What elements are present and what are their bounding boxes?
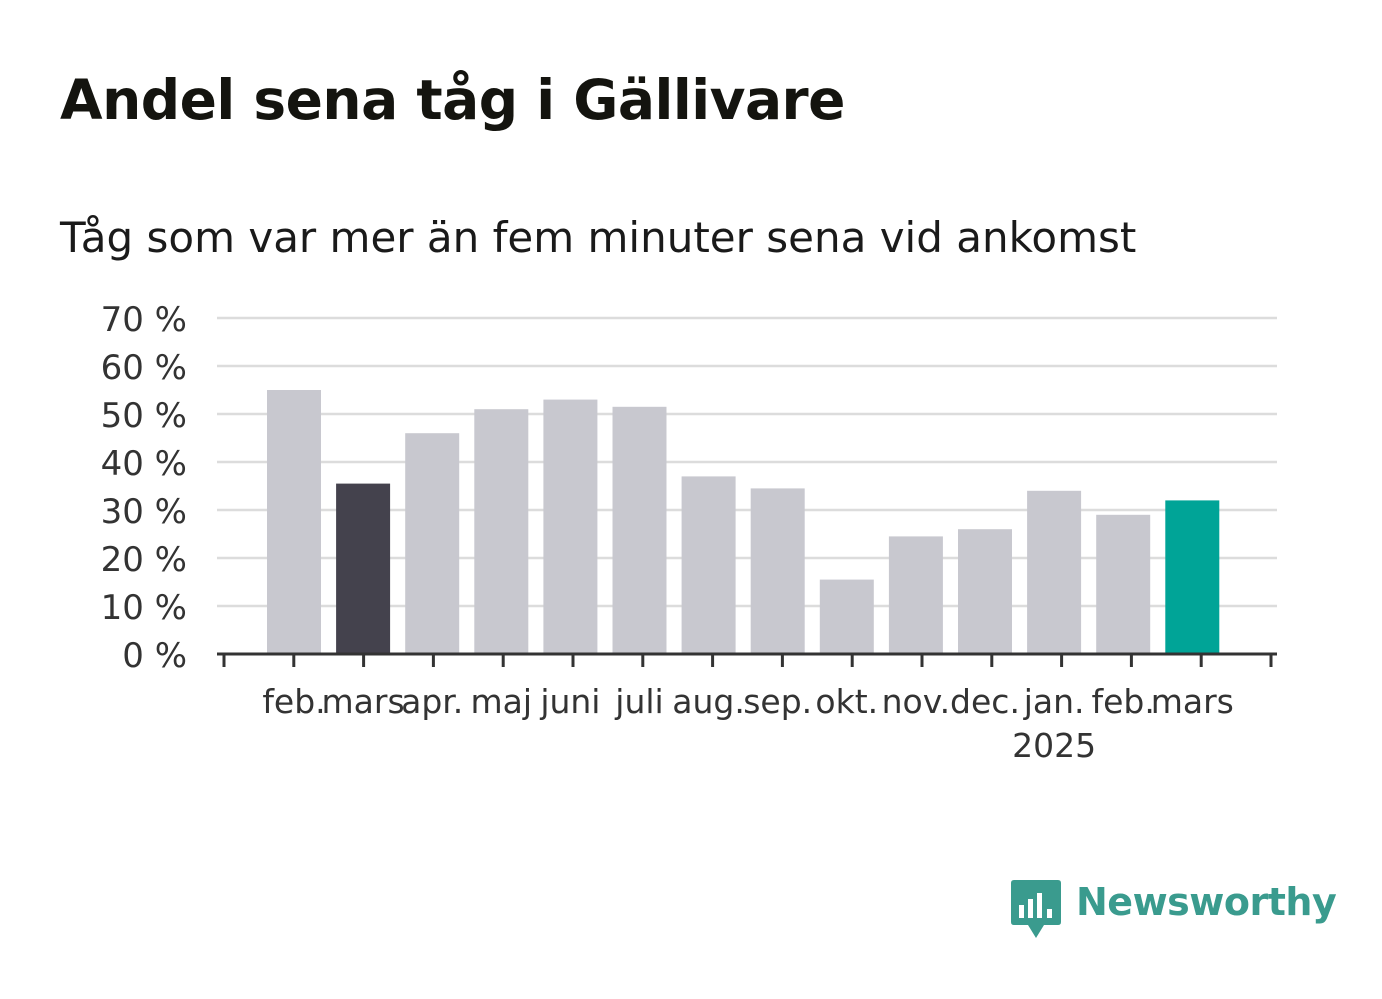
x-tick-label: feb. [1092,682,1155,721]
bar-2 [405,433,460,654]
bar-6 [681,476,736,654]
x-tick-label: juni [539,682,600,721]
bar-9 [888,536,943,654]
y-tick-label: 50 % [101,396,187,436]
y-axis-tick-labels: 0 % 10 % 20 % 30 % 40 % 50 % 60 % 70 % [101,300,187,676]
bar-10 [958,529,1012,654]
y-tick-label: 60 % [101,348,187,388]
bar-8 [819,579,874,654]
x-tick-label: apr. [401,682,463,721]
x-tick-label: mars [322,682,405,721]
y-tick-label: 30 % [101,492,187,532]
y-tick-label: 10 % [101,588,187,628]
chart-subtitle: Tåg som var mer än fem minuter sena vid … [60,213,1137,262]
x-tick-label: dec. [950,682,1020,721]
y-tick-label: 40 % [101,444,187,484]
bar-1 [336,483,391,654]
x-tick-label: aug. [672,682,745,721]
x-tick-sublabel: 2025 [1012,726,1096,765]
x-tick-label: jan. [1023,682,1085,721]
x-tick-label: feb. [262,682,325,721]
bar-0 [267,390,321,654]
x-tick-label: juli [614,682,663,721]
chart-title: Andel sena tåg i Gällivare [60,68,845,132]
x-tick-label: maj [471,682,533,721]
bar-11 [1027,490,1082,654]
bar-13 [1165,500,1220,654]
y-tick-label: 0 % [122,636,187,676]
x-tick-label: okt. [815,682,878,721]
newsworthy-logo: Newsworthy [1010,878,1337,940]
bars [267,390,1220,654]
bar-12 [1096,514,1151,654]
bar-5 [612,406,667,654]
y-tick-label: 20 % [101,540,187,580]
bar-7 [750,488,805,654]
x-tick-label: sep. [743,682,812,721]
gridlines [217,316,1277,608]
brand-name: Newsworthy [1076,880,1337,924]
x-axis [217,652,1277,667]
bar-4 [543,399,598,654]
bar-3 [474,409,529,654]
x-tick-label: mars [1151,682,1234,721]
x-tick-label: nov. [882,682,951,721]
y-tick-label: 70 % [101,300,187,340]
newsworthy-logo-icon [1011,880,1061,938]
